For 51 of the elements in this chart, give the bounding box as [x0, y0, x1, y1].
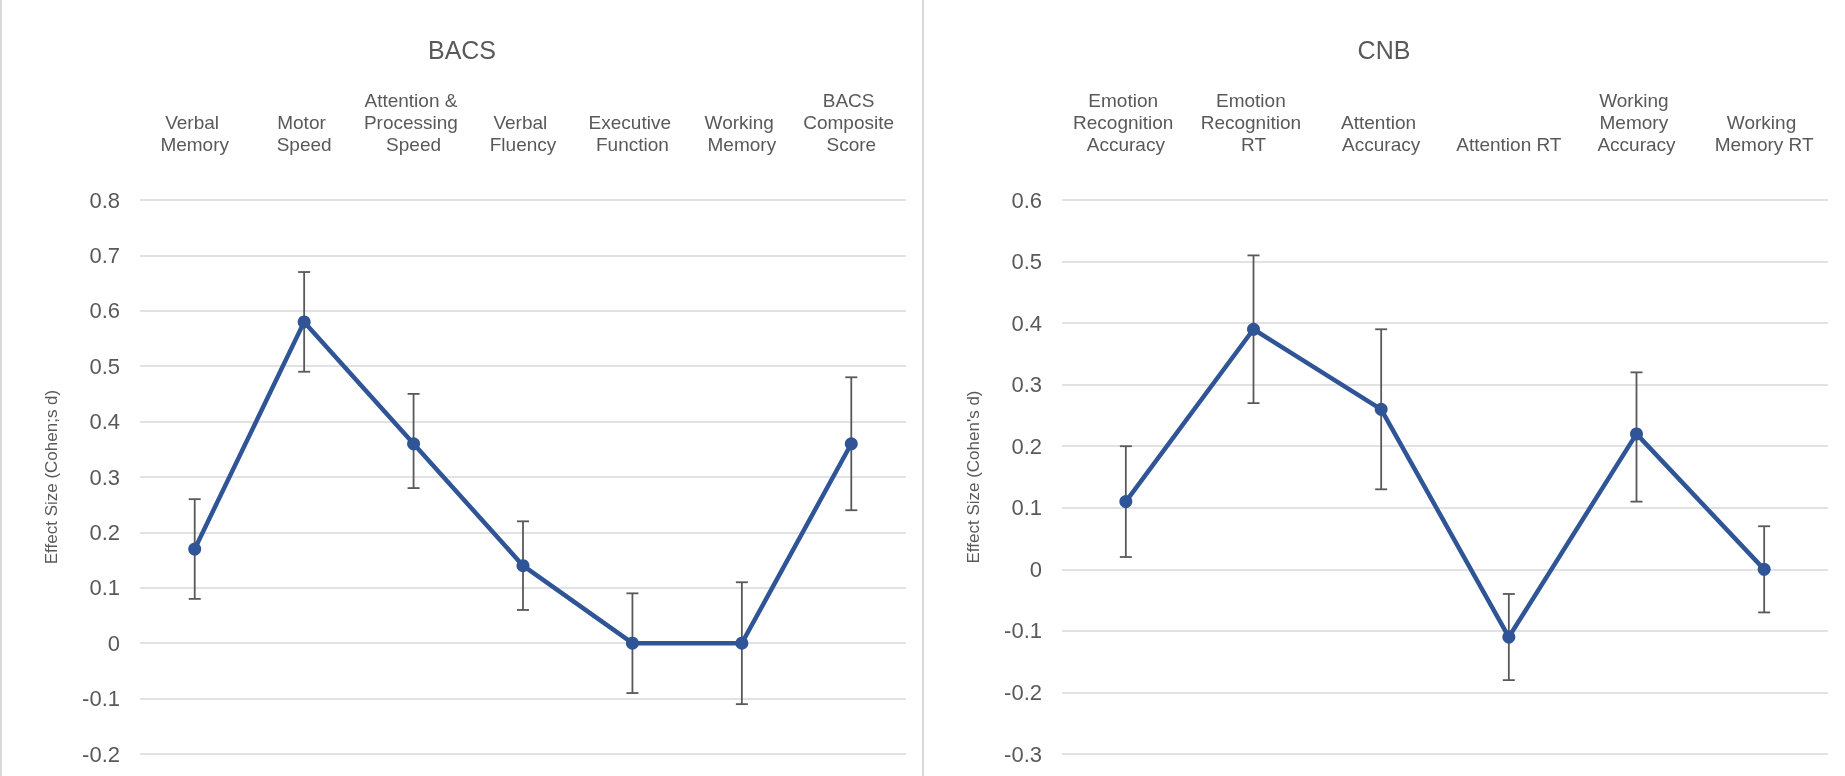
point: [1374, 402, 1388, 416]
x-tick-label: Executive Function: [588, 111, 677, 155]
y-axis-title: Effect Size (Cohen's d): [964, 390, 983, 564]
x-tick-label: Attention Accuracy: [1341, 111, 1422, 155]
point: [1247, 322, 1260, 336]
y-tick-label: 0.6: [1011, 187, 1042, 213]
point: [844, 437, 858, 451]
y-tick-label: 0: [1029, 556, 1042, 582]
chart-title: BACS: [427, 35, 497, 64]
x-tick-label: Verbal Memory: [160, 111, 230, 155]
point: [516, 559, 530, 573]
y-tick-label: -0.1: [82, 686, 120, 712]
x-tick-label: Motor Speed: [276, 111, 332, 155]
x-tick-label: BACS Composite Score: [803, 89, 900, 155]
point: [1630, 427, 1643, 441]
y-tick-label: 0.1: [1011, 495, 1042, 521]
y-tick-label: -0.1: [1004, 618, 1042, 644]
point: [1502, 630, 1516, 644]
y-tick-label: -0.3: [1004, 741, 1042, 767]
point: [297, 315, 311, 329]
y-tick-label: 0.1: [89, 575, 120, 601]
y-tick-label: 0.5: [89, 353, 120, 379]
y-tick-label: 0.5: [1011, 249, 1042, 275]
point: [1119, 495, 1133, 509]
x-tick-label: Working Memory Accuracy: [1597, 89, 1677, 155]
x-tick-label: Verbal Fluency: [489, 111, 557, 155]
x-tick-label: Working Memory: [704, 111, 780, 155]
y-tick-label: 0.3: [1011, 372, 1042, 398]
y-tick-label: 0.2: [89, 519, 120, 545]
y-tick-label: 0.6: [89, 298, 120, 324]
point: [625, 636, 639, 650]
y-tick-label: -0.2: [82, 741, 120, 767]
y-tick-label: 0.8: [89, 187, 120, 213]
y-tick-label: 0.4: [1011, 310, 1042, 336]
y-tick-label: -0.2: [1004, 679, 1042, 705]
point: [1757, 562, 1771, 576]
point: [407, 437, 421, 451]
y-tick-label: 0.4: [89, 409, 120, 435]
chart-title: CNB: [1357, 35, 1411, 64]
x-tick-label: Attention RT: [1456, 133, 1562, 155]
x-tick-label: Emotion Recognition RT: [1200, 89, 1307, 155]
y-axis-title: Effect Size (Cohen;s d): [42, 389, 61, 565]
x-tick-label: Attention & Processing Speed: [363, 89, 464, 155]
y-tick-label: 0: [107, 630, 120, 656]
y-tick-label: 0.2: [1011, 433, 1042, 459]
point: [188, 542, 202, 556]
x-tick-label: Working Memory RT: [1714, 111, 1814, 155]
y-tick-label: 0.7: [89, 242, 120, 268]
y-tick-label: 0.3: [89, 464, 120, 490]
x-tick-label: Emotion Recognition Accuracy: [1073, 89, 1179, 155]
point: [735, 636, 749, 650]
